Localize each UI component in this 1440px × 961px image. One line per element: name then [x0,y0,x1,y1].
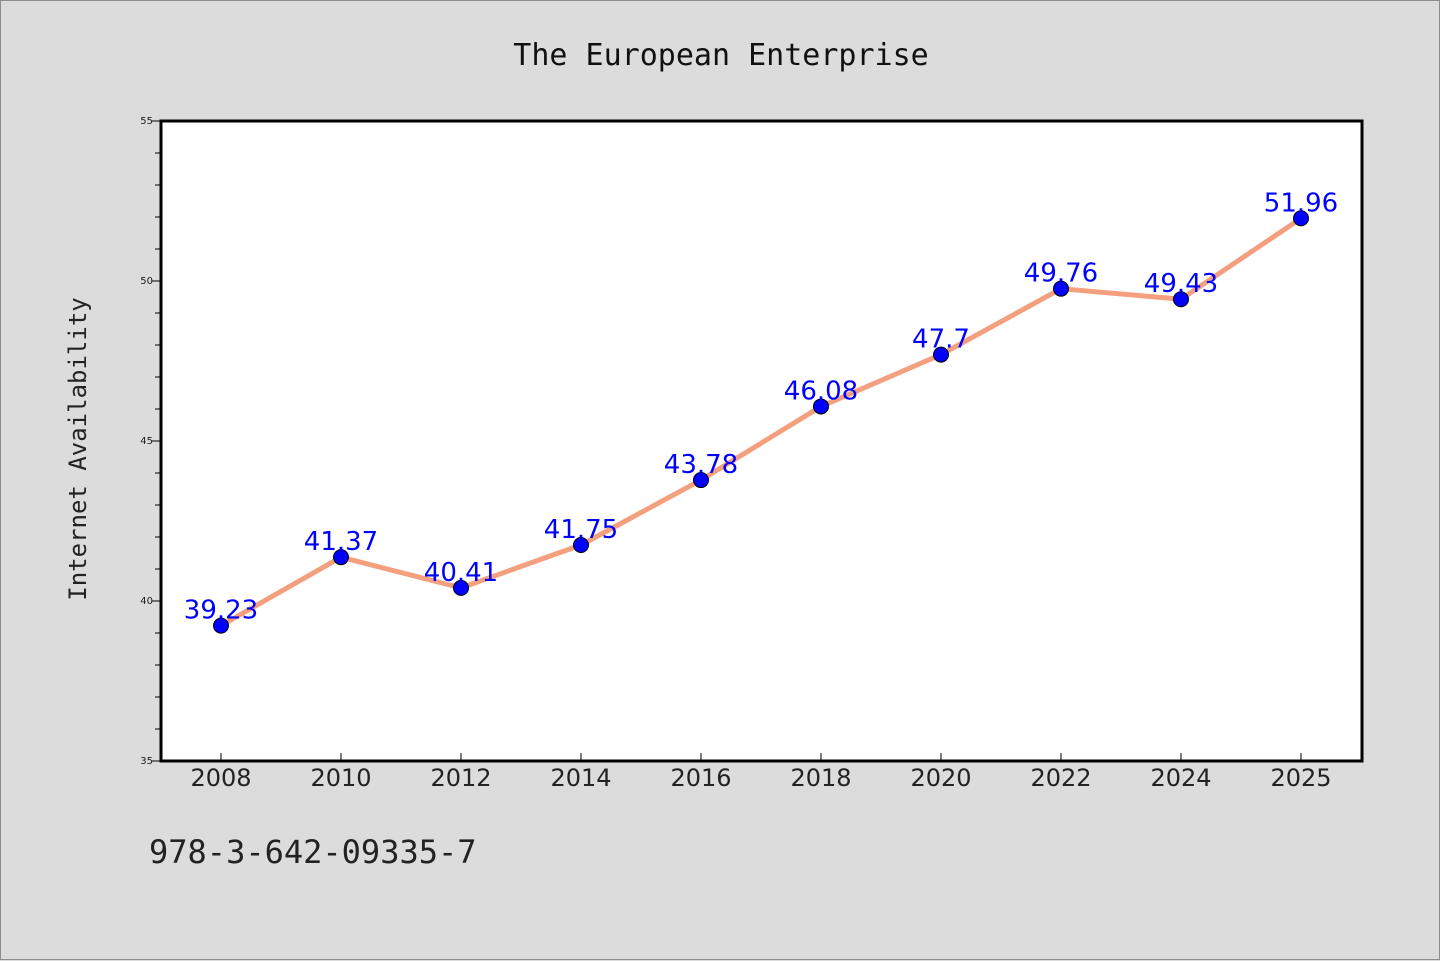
y-tick-label: 45 [140,436,153,447]
x-tick-label: 2014 [550,764,611,792]
data-label: 51.96 [1264,188,1338,218]
data-point [933,346,949,363]
y-tick-label: 50 [140,276,153,287]
x-tick-label: 2018 [790,764,851,792]
x-tick-label: 2010 [310,764,371,792]
x-tick-label: 2008 [190,764,251,792]
data-point [333,549,349,566]
y-tick-label: 55 [140,116,153,127]
x-tick-label: 2025 [1270,764,1331,792]
y-tick-label: 40 [140,596,153,607]
data-label: 49.76 [1024,259,1098,289]
data-label: 47.7 [912,325,970,355]
data-point [813,398,829,415]
data-point [573,537,589,553]
x-tick-label: 2020 [910,764,971,792]
data-label: 46.08 [784,376,858,406]
data-point [1173,291,1189,308]
x-tick-label: 2022 [1030,764,1091,792]
data-point [1053,280,1069,297]
y-tick-label: 35 [140,756,153,767]
data-label: 40.41 [424,558,498,588]
y-axis-label: Internet Availability [64,297,92,600]
data-point [1293,210,1309,227]
data-point [213,617,229,634]
data-label: 43.78 [664,450,738,480]
isbn-footnote: 978-3-642-09335-7 [149,833,477,871]
data-point [693,472,709,489]
x-axis: 2008 2010 2012 2014 2016 2018 2020 2022 2024 2025 [190,753,1332,792]
data-labels: 39.23 41.37 40.41 41.75 43.78 46.08 47.7 49.76 4… [184,188,1338,625]
data-label: 39.23 [184,596,258,626]
x-tick-label: 2016 [670,764,731,792]
x-tick-label: 2024 [1150,764,1211,792]
y-axis: 35 40 45 50 55 [140,116,160,767]
data-label: 41.75 [544,515,618,545]
data-label: 49.43 [1144,269,1218,299]
series-group [213,210,1309,634]
chart-title: The European Enterprise [513,38,928,73]
x-tick-label: 2012 [430,764,491,792]
data-point [453,579,469,596]
data-label: 41.37 [304,527,378,557]
series-line [218,215,1304,629]
